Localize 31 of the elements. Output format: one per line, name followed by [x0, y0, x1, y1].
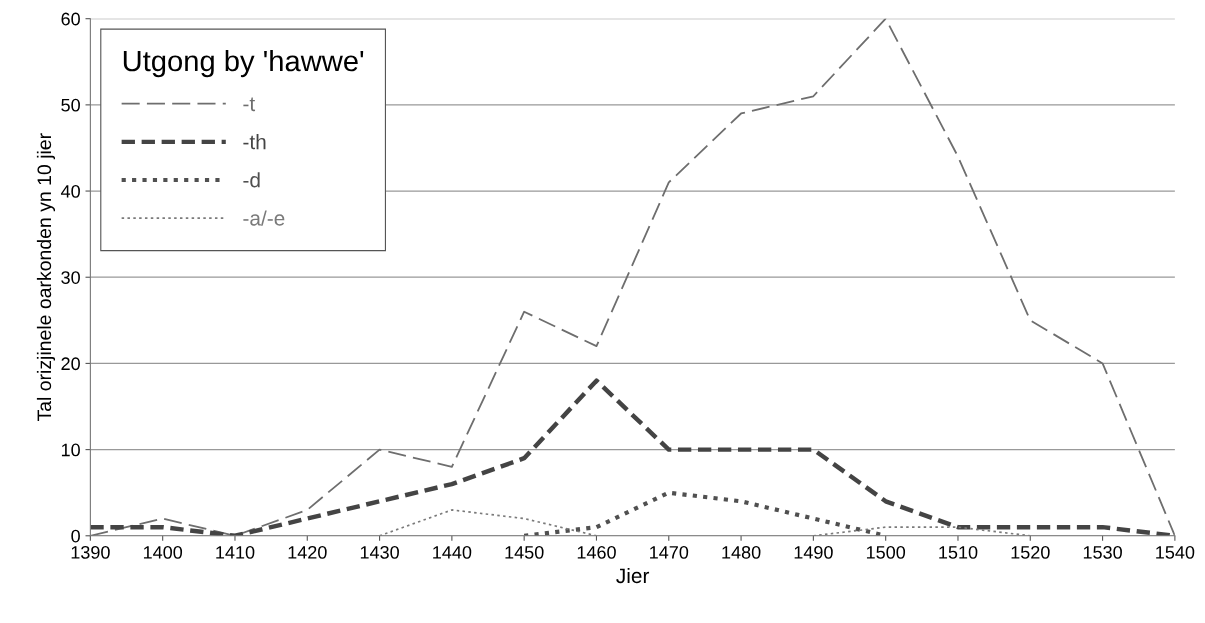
x-tick-label: 1510 — [939, 545, 978, 559]
y-tick-label: 10 — [61, 443, 80, 457]
y-tick-label: 40 — [60, 184, 80, 198]
x-tick-label: 1400 — [143, 545, 183, 559]
y-tick-label: 30 — [61, 271, 80, 284]
x-tick-label: 1440 — [433, 545, 472, 559]
x-tick-label: 1410 — [216, 545, 255, 559]
x-tick-label: 1450 — [505, 545, 544, 559]
x-tick-label: 1530 — [1083, 545, 1122, 559]
text: -a/-e — [243, 210, 285, 226]
x-tick-label: 1390 — [71, 545, 110, 559]
y-tick-label: 20 — [61, 357, 80, 371]
x-tick-label: 1430 — [360, 545, 399, 559]
legend-title: Utgong by 'hawwe' — [123, 49, 364, 78]
x-tick-label: 1420 — [288, 545, 327, 559]
x-tick-label: 1500 — [866, 545, 906, 559]
text: -t — [243, 97, 256, 112]
text: -d — [243, 172, 260, 188]
x-tick-label: 1520 — [1011, 545, 1050, 559]
x-tick-label: 1460 — [577, 545, 616, 559]
y-tick-label: 0 — [71, 529, 80, 543]
line-series — [90, 18, 1175, 536]
y-axis-title: Tal orizjinele oarkonden yn 10 jier — [36, 133, 56, 422]
x-axis-title: Jier — [616, 567, 650, 584]
x-tick-label: 1540 — [1156, 545, 1195, 559]
y-tick-label: 50 — [61, 98, 80, 112]
y-tick-label: 60 — [61, 12, 80, 26]
text: -th — [243, 134, 266, 150]
x-tick-label: 1490 — [794, 545, 833, 559]
x-tick-label: 1470 — [650, 545, 689, 559]
x-tick-label: 1480 — [722, 545, 761, 559]
